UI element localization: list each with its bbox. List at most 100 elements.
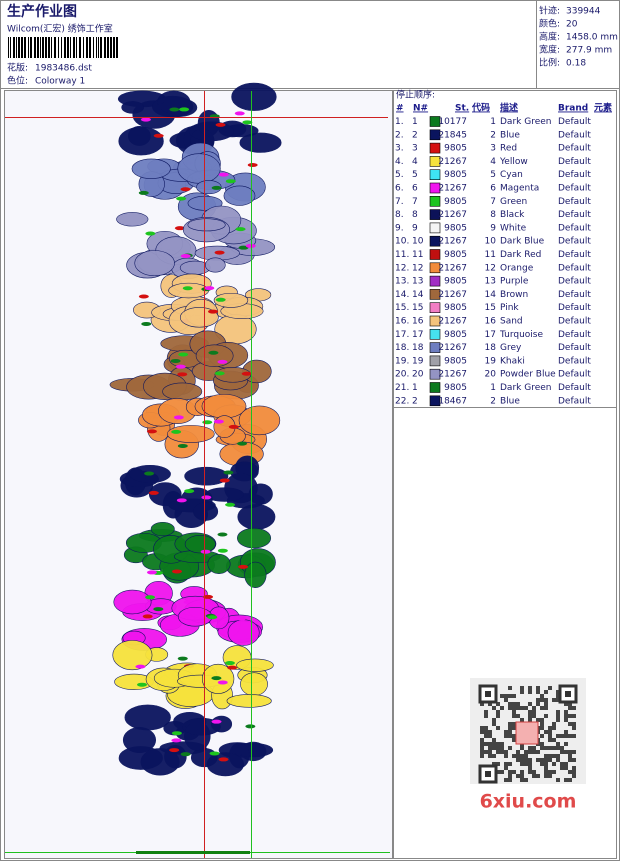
qr-cell (544, 766, 548, 770)
row-number: 16. (395, 317, 409, 327)
needle: 11 (412, 250, 423, 260)
qr-cell (492, 742, 496, 746)
vein (140, 117, 151, 122)
leaf (134, 250, 175, 277)
vein (236, 616, 247, 621)
qr-cell (572, 734, 576, 738)
color-swatch (429, 156, 441, 167)
qr-cell (492, 706, 496, 710)
qr-cell (508, 722, 512, 726)
qr-cell (500, 770, 504, 774)
leaf (188, 121, 235, 142)
code: 12 (485, 263, 496, 273)
brand: Default (558, 144, 591, 154)
brand: Default (558, 370, 591, 380)
description: Green (500, 197, 527, 207)
qr-cell (512, 726, 516, 730)
description: Magenta (500, 184, 539, 194)
bar (34, 37, 36, 58)
color-swatch (429, 302, 441, 314)
qr-cell (516, 714, 520, 718)
bar (58, 37, 59, 58)
leaf (182, 717, 221, 736)
vein (215, 297, 226, 302)
column-header: 元素 (594, 102, 612, 114)
description: Yellow (499, 157, 528, 167)
vein (137, 682, 148, 687)
vein (202, 420, 213, 425)
qr-cell (536, 718, 540, 722)
qr-cell (560, 750, 564, 754)
row-number: 22. (395, 396, 409, 406)
leaf (166, 425, 215, 443)
leaf (207, 553, 231, 574)
qr-cell (480, 726, 484, 730)
qr-cell (524, 706, 528, 710)
vein (170, 358, 181, 363)
color-swatch (429, 142, 441, 154)
vein (219, 478, 230, 483)
qr-cell (508, 762, 512, 766)
vein (225, 179, 236, 184)
qr-cell (544, 698, 548, 702)
row-number: 2. (395, 130, 404, 140)
color-swatch (429, 209, 441, 220)
qr-finder-dot (485, 771, 491, 777)
needle: 1 (412, 117, 418, 127)
vein (148, 490, 159, 495)
qr-cell (508, 694, 512, 698)
brand: Default (558, 117, 591, 127)
vein (237, 441, 248, 446)
qr-cell (500, 694, 504, 698)
code: 1 (490, 383, 496, 393)
needle: 2 (412, 396, 418, 406)
description: Blue (500, 396, 520, 406)
qr-cell (520, 686, 524, 690)
qr-cell (568, 702, 572, 706)
vein (145, 231, 156, 236)
qr-cell (488, 754, 492, 758)
qr-cell (528, 686, 532, 690)
qr-cell (496, 762, 500, 766)
stat-label: 比例: (539, 57, 560, 69)
row-number: 3. (395, 144, 404, 154)
needle: 14 (412, 290, 424, 300)
vein (228, 424, 239, 429)
vein (247, 163, 258, 168)
bar (42, 37, 44, 58)
description: Cyan (500, 170, 523, 180)
qr-cell (564, 714, 568, 718)
stat-label: 针迹: (539, 5, 560, 17)
qr-cell (508, 734, 512, 738)
stitches: 9805 (444, 250, 467, 260)
brand: Default (558, 330, 591, 340)
column-header: 代码 (471, 102, 490, 114)
qr-cell (480, 730, 484, 734)
qr-cell (504, 694, 508, 698)
qr-cell (512, 714, 516, 718)
qr-cell (544, 730, 548, 734)
vein (153, 607, 164, 612)
leaf (152, 95, 194, 118)
qr-cell (512, 738, 516, 742)
bar (24, 37, 26, 58)
color-swatch (429, 328, 441, 340)
qr-cell (552, 698, 556, 702)
leaf (227, 619, 260, 646)
leaf (206, 752, 244, 777)
qr-cell (564, 710, 568, 714)
brand: Default (558, 210, 591, 220)
description: Purple (500, 277, 529, 287)
qr-cell (524, 758, 528, 762)
qr-cell (564, 762, 568, 766)
leaf (223, 185, 256, 206)
qr-cell (572, 714, 576, 718)
code: 15 (485, 303, 496, 313)
vein (176, 196, 187, 201)
vein (215, 122, 226, 127)
qr-cell (524, 750, 528, 754)
qr-cell (516, 750, 520, 754)
brand: Default (558, 263, 591, 273)
qr-cell (512, 706, 516, 710)
